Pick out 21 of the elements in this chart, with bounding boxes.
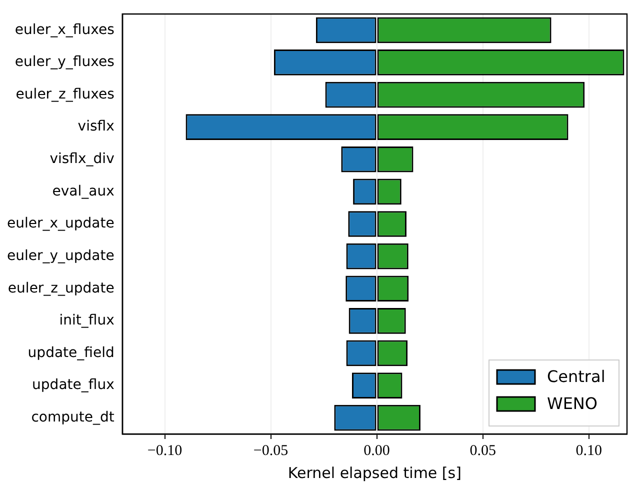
y-tick-label: eval_aux	[52, 183, 114, 200]
x-tick-label: 0.05	[470, 442, 496, 459]
x-tick-label: 0.00	[364, 442, 390, 459]
y-tick-label: init_flux	[59, 312, 114, 329]
y-tick-label: update_field	[28, 344, 114, 361]
legend-label: Central	[547, 367, 606, 386]
y-tick-label: visflx_div	[50, 151, 114, 168]
y-tick-label: euler_y_fluxes	[14, 54, 114, 70]
x-tick-label: −0.10	[147, 442, 182, 459]
legend-label: WENO	[547, 394, 598, 414]
y-tick-label: euler_y_update	[7, 248, 114, 264]
x-tick-label: 0.10	[576, 442, 602, 459]
y-tick-label: euler_z_fluxes	[16, 86, 114, 102]
y-tick-label: compute_dt	[31, 409, 115, 426]
y-tick-label: euler_x_fluxes	[14, 22, 114, 38]
y-tick-label: euler_x_update	[7, 216, 114, 232]
x-axis-title: Kernel elapsed time [s]	[288, 464, 462, 482]
y-tick-label: euler_z_update	[8, 280, 114, 296]
y-tick-label: visflx	[78, 118, 114, 135]
x-tick-label: −0.05	[253, 442, 288, 459]
y-tick-label: update_flux	[32, 377, 114, 394]
